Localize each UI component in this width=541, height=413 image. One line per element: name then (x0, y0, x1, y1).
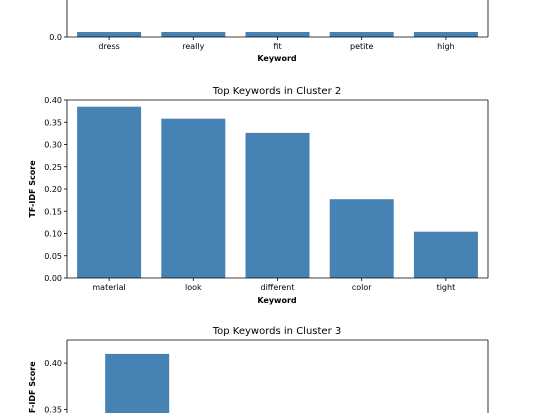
chart-cluster-3: Top Keywords in Cluster 3 TF-IDF Score 0… (28, 326, 489, 413)
chart-cluster-1: Keyword 0.0 dress really fit petite high (49, 0, 489, 63)
chart-2-xlabel: Keyword (257, 296, 297, 305)
bar-fit (245, 32, 310, 37)
chart-3-ylabel: TF-IDF Score (28, 361, 37, 413)
y-tick-label: 0.25 (44, 163, 62, 172)
x-tick-label: really (182, 42, 204, 51)
chart-2-ylabel: TF-IDF Score (28, 160, 37, 218)
x-tick-label: different (261, 283, 295, 292)
y-tick-label: 0.00 (44, 274, 62, 283)
y-tick-label: 0.0 (49, 33, 62, 42)
x-tick-label: dress (98, 42, 119, 51)
x-tick-label: color (352, 283, 372, 292)
chart-1-xlabel: Keyword (257, 54, 297, 63)
y-tick-label: 0.40 (44, 96, 62, 105)
x-tick-label: look (185, 283, 202, 292)
y-tick-label: 0.15 (44, 207, 62, 216)
chart-2-title: Top Keywords in Cluster 2 (212, 86, 341, 97)
y-tick-label: 0.10 (44, 230, 62, 239)
chart-3-title: Top Keywords in Cluster 3 (212, 326, 341, 337)
bar-petite (329, 32, 394, 37)
x-tick-label: tight (437, 283, 456, 292)
bar-look (161, 118, 226, 278)
y-tick-label: 0.35 (44, 118, 62, 127)
chart-cluster-2: Top Keywords in Cluster 2 Keyword TF-IDF… (28, 86, 489, 305)
y-tick-label: 0.05 (44, 252, 62, 261)
bar-material (77, 106, 142, 278)
bar-dress (77, 32, 142, 37)
y-tick-label: 0.20 (44, 185, 62, 194)
y-tick-label: 0.30 (44, 141, 62, 150)
x-tick-label: material (92, 283, 125, 292)
bar-color (329, 199, 394, 278)
bar-bar1 (105, 353, 170, 413)
bar-high (413, 32, 478, 37)
x-tick-label: high (437, 42, 454, 51)
y-tick-label: 0.40 (44, 359, 62, 368)
bar-different (245, 132, 310, 278)
bar-tight (413, 231, 478, 278)
x-tick-label: petite (350, 42, 373, 51)
bar-really (161, 32, 226, 37)
y-tick-label: 0.35 (44, 405, 62, 413)
x-tick-label: fit (273, 42, 281, 51)
